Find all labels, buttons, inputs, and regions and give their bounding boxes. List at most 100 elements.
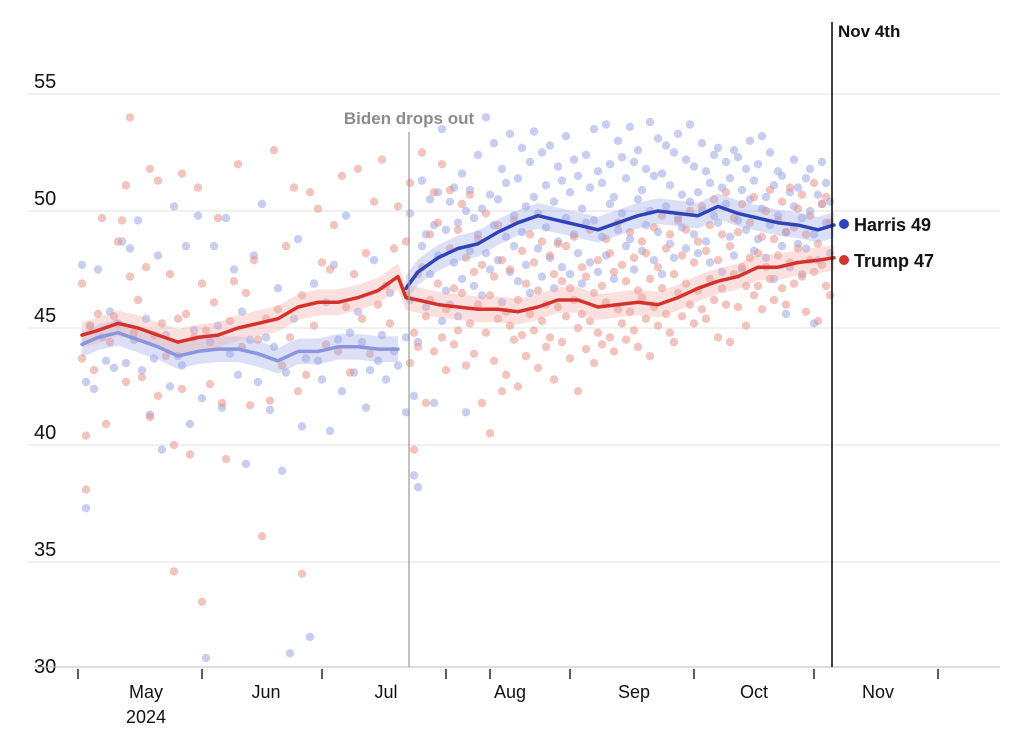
trump-poll-dot [777,284,787,293]
trump-poll-dot [449,284,459,293]
harris-poll-dot [193,211,203,220]
harris-trend-line-1 [404,204,836,291]
trump-poll-dot [633,286,643,295]
trump-poll-dot [621,335,631,344]
harris-poll-dot [201,653,211,663]
trump-poll-dot [721,188,731,197]
trump-poll-dot [657,211,667,220]
trump-poll-dot [717,230,727,239]
trump-poll-dot [753,249,763,258]
trump-poll-dot [121,181,131,190]
poll-dots [77,113,835,663]
harris-poll-dot [245,335,255,344]
harris-poll-dot [213,321,223,330]
trump-poll-dot [725,241,735,251]
trump-poll-dot [409,445,419,454]
x-tick-label-oct: Oct [740,682,768,702]
trump-poll-dot [365,349,375,358]
trump-poll-dot [281,241,291,251]
harris-poll-dot [241,459,251,468]
harris-poll-dot [633,146,643,155]
trump-poll-dot [489,272,499,281]
harris-poll-dot [457,274,467,284]
trump-poll-dot [465,319,475,328]
trump-poll-dot [609,267,619,277]
harris-poll-dot [801,174,811,183]
trump-poll-dot [481,328,491,337]
trump-poll-dot [545,333,555,342]
harris-poll-dot [441,286,451,295]
x-tick-label-aug: Aug [494,682,526,702]
harris-poll-dot [689,162,699,171]
harris-poll-dot [813,190,823,199]
harris-poll-dot [557,176,567,185]
trump-poll-dot [605,249,615,258]
trump-poll-dot [661,309,671,319]
trump-poll-dot [533,363,543,372]
harris-poll-dot [417,241,427,251]
trump-poll-dot [245,401,255,410]
trump-poll-dot [805,211,815,220]
harris-poll-dot [409,391,419,401]
trump-poll-dot [437,333,447,342]
harris-trend-line-0 [80,330,400,363]
trump-band-0 [82,245,834,355]
x-tick-label-sep: Sep [618,682,650,702]
harris-poll-dot [157,445,167,454]
harris-poll-dot [221,213,231,223]
trump-poll-dot [701,246,711,255]
trump-poll-dot [561,241,571,251]
trump-poll-dot [597,340,607,349]
trump-poll-dot [593,256,603,265]
trump-poll-dot [417,148,427,157]
trump-poll-dot [717,284,727,293]
harris-poll-dot [577,279,587,288]
trump-poll-dot [457,288,467,298]
harris-final-label: Harris 49 [854,215,931,235]
trump-poll-dot [145,164,155,174]
trump-poll-dot [753,281,763,291]
trump-poll-dot [349,270,359,279]
harris-poll-dot [533,244,543,253]
trump-poll-dot [557,277,567,286]
harris-poll-dot [269,342,279,351]
trump-poll-dot [313,204,323,213]
harris-poll-dot [521,260,531,270]
harris-poll-dot [765,148,775,157]
harris-poll-dot [781,309,791,319]
harris-poll-dot [713,218,723,227]
trump-poll-dot [137,373,147,382]
trump-poll-dot [689,319,699,328]
y-tick-label-35: 35 [34,539,56,561]
trump-poll-dot [453,326,463,335]
trump-poll-dot [401,237,411,246]
trump-poll-dot [509,335,519,344]
trump-poll-dot [769,234,779,244]
trump-poll-dot [765,274,775,284]
trump-poll-dot [505,265,515,274]
harris-poll-dot [713,143,723,153]
trump-poll-dot [553,302,563,312]
harris-poll-dot [497,164,507,174]
trump-poll-dot [301,370,311,379]
trump-poll-dot [265,396,275,405]
harris-poll-dot [669,148,679,157]
harris-poll-dot [493,195,503,204]
trump-poll-dot [549,270,559,279]
harris-poll-dot [721,157,731,167]
trump-poll-dot [649,223,659,232]
trump-poll-dot [825,291,835,300]
trump-poll-dot [629,253,639,262]
harris-poll-dot [805,164,815,174]
harris-poll-dot [385,288,395,298]
harris-poll-dot [469,213,479,223]
trump-poll-dot [609,347,619,356]
trump-poll-dot [525,309,535,319]
harris-poll-dot [441,225,451,234]
harris-poll-dot [777,171,787,181]
harris-poll-dot [605,160,615,169]
trump-poll-dot [673,216,683,225]
harris-poll-dot [253,377,263,387]
trump-poll-dot [801,307,811,316]
trump-poll-dot [389,244,399,253]
